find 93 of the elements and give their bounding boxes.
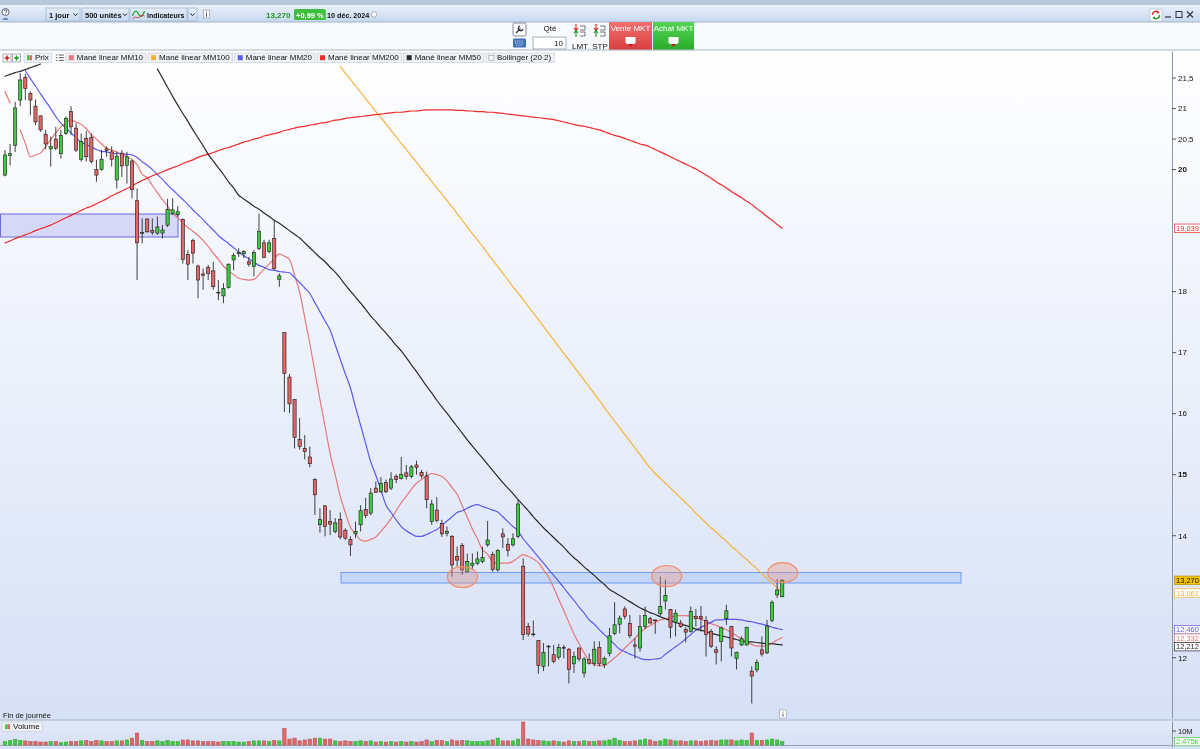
bar xyxy=(363,741,368,746)
y-tick-label: 17 xyxy=(1178,348,1188,358)
candlestick xyxy=(297,417,302,451)
bar xyxy=(99,740,104,746)
candlestick xyxy=(658,576,663,617)
bar xyxy=(754,740,759,746)
bar xyxy=(79,740,84,746)
candlestick xyxy=(546,644,551,667)
candlestick xyxy=(714,645,719,665)
candlestick xyxy=(312,477,317,516)
y-tick-label: 14 xyxy=(1178,531,1188,541)
candlestick xyxy=(348,535,353,557)
bar xyxy=(582,740,587,746)
candlestick xyxy=(43,129,48,150)
bar xyxy=(404,741,409,746)
candlestick xyxy=(627,614,632,639)
y-tick-label: 18 xyxy=(1178,287,1188,297)
bar xyxy=(140,740,145,746)
legend-label: Mané linear MM100 xyxy=(159,53,231,63)
bar xyxy=(48,741,53,746)
candlestick xyxy=(191,238,195,265)
annotation: LMT xyxy=(572,41,589,51)
bar xyxy=(668,739,673,746)
bar xyxy=(368,740,373,746)
text: Vente MKT xyxy=(610,24,651,33)
bar xyxy=(114,740,119,746)
bar xyxy=(572,741,576,746)
candlestick xyxy=(663,579,668,610)
bar xyxy=(688,740,693,746)
bar xyxy=(673,740,678,746)
y-tick-label: 20,5 xyxy=(1178,134,1195,144)
bar xyxy=(445,741,449,746)
bar xyxy=(272,740,277,746)
bar xyxy=(587,741,592,746)
line-series xyxy=(4,109,783,244)
candlestick xyxy=(770,599,774,623)
bar xyxy=(394,741,399,746)
candlestick xyxy=(500,527,505,549)
bar xyxy=(267,741,272,746)
line-series xyxy=(339,65,783,594)
candlestick xyxy=(485,520,490,548)
y-tick-label: 20 xyxy=(1178,165,1188,175)
text: 10 xyxy=(554,39,564,48)
legend-label: Volume xyxy=(13,722,41,732)
text: 13,270 xyxy=(266,10,292,20)
y-tick-label: 21,5 xyxy=(1178,73,1195,83)
legend-label: Mané linear MM50 xyxy=(414,53,482,63)
legend-label: Mané linear MM200 xyxy=(327,53,400,63)
bar xyxy=(729,739,734,746)
bar xyxy=(333,740,338,746)
text: Qté xyxy=(543,24,557,33)
candlestick xyxy=(749,665,754,704)
bar xyxy=(384,741,388,746)
bar xyxy=(551,740,556,746)
y-tick-label: 12 xyxy=(1178,653,1188,663)
bar xyxy=(246,741,251,746)
legend-label: Prix xyxy=(35,53,49,63)
bar xyxy=(495,737,500,746)
text: Achat MKT xyxy=(653,24,694,33)
annotation: STP xyxy=(592,41,608,51)
bar xyxy=(759,740,764,746)
candlestick xyxy=(58,129,63,160)
bar xyxy=(318,737,322,746)
bar xyxy=(373,741,378,746)
bar xyxy=(749,732,754,746)
bar xyxy=(53,741,58,746)
bar xyxy=(556,741,561,746)
bar xyxy=(399,741,404,746)
bar xyxy=(378,741,383,746)
candlestick xyxy=(226,263,231,290)
bar xyxy=(429,741,434,746)
bar xyxy=(592,741,597,746)
candlestick xyxy=(307,446,312,468)
bar xyxy=(277,740,282,746)
annotation: Bollinger (20 2) xyxy=(496,53,552,63)
legend-label: Mané linear MM10 xyxy=(76,53,144,63)
y-tick-label: 15 xyxy=(1178,470,1188,480)
bar xyxy=(119,740,124,746)
bar xyxy=(124,739,129,746)
bar xyxy=(409,741,414,746)
bar xyxy=(262,740,267,746)
bar xyxy=(577,741,581,746)
bar xyxy=(597,740,602,746)
candlestick xyxy=(302,434,307,460)
candlestick xyxy=(607,627,612,657)
candlestick xyxy=(28,91,33,116)
candlestick xyxy=(775,578,780,599)
bar xyxy=(490,739,495,746)
candlestick xyxy=(724,604,729,626)
legend-label: Mané linear MM20 xyxy=(245,53,313,63)
y-tick-label: 16 xyxy=(1178,409,1188,419)
y-tick-label: 21 xyxy=(1178,104,1188,114)
bar xyxy=(389,741,394,746)
